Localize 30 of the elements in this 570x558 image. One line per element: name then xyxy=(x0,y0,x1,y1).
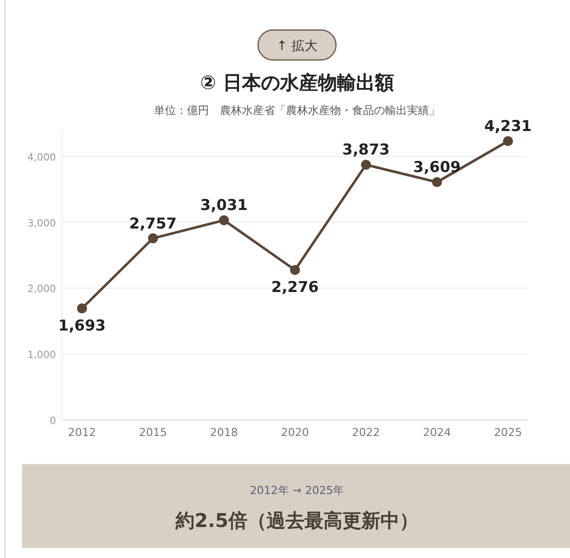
y-tick-label: 1,000 xyxy=(27,350,56,362)
chart-title: ② 日本の水産物輸出額 xyxy=(200,72,394,94)
x-tick-label: 2022 xyxy=(352,426,380,439)
data-label: 1,693 xyxy=(58,316,106,334)
data-label: 3,031 xyxy=(200,196,248,214)
data-label: 2,276 xyxy=(271,278,319,296)
y-tick-label: 3,000 xyxy=(27,218,56,230)
point xyxy=(290,264,300,275)
point xyxy=(361,160,371,170)
x-tick-label: 2020 xyxy=(281,426,309,439)
x-tick-label: 2025 xyxy=(494,426,522,439)
data-label: 2,757 xyxy=(129,214,177,232)
button: ↑ 拡大 xyxy=(257,29,337,61)
point xyxy=(148,233,158,244)
y-tick-label: 2,000 xyxy=(27,284,56,296)
data-label: 3,609 xyxy=(413,158,461,176)
x-tick-label: 2015 xyxy=(139,426,167,439)
x-tick-label: 2012 xyxy=(68,426,96,439)
point xyxy=(503,136,513,146)
chart-subtitle: 単位：億円 農林水産省「農林水産物・食品の輸出実績」 xyxy=(154,104,440,117)
data-label: 4,231 xyxy=(484,117,532,136)
summary-box: 2012年 → 2025年 約2.5倍（過去最高更新中） xyxy=(22,464,570,548)
point xyxy=(77,303,87,314)
x-tick-label: 2024 xyxy=(423,426,451,439)
data-label: 3,873 xyxy=(342,140,390,159)
y-tick-label: 0 xyxy=(50,416,56,427)
point xyxy=(219,215,229,226)
y-tick-label: 4,000 xyxy=(27,152,56,164)
point xyxy=(432,177,442,188)
x-tick-label: 2018 xyxy=(210,426,238,439)
